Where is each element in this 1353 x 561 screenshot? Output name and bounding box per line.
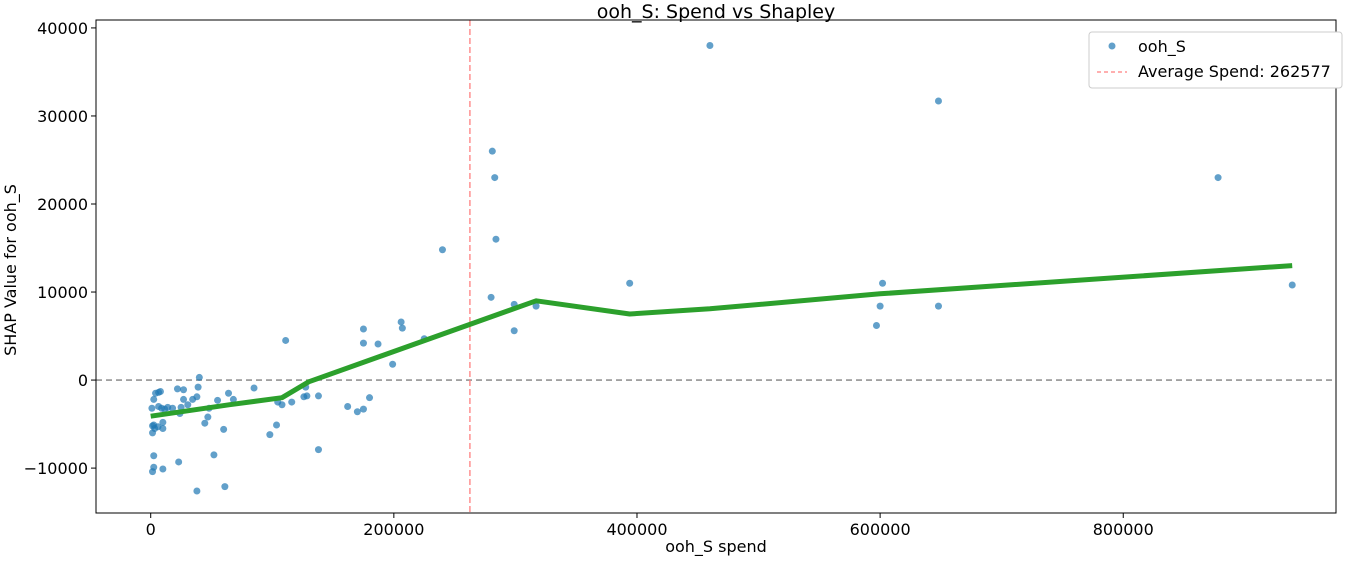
data-point xyxy=(193,393,201,401)
data-point xyxy=(201,419,209,427)
x-tick-label: 600000 xyxy=(850,520,911,539)
data-point xyxy=(389,360,397,368)
data-point xyxy=(359,405,367,413)
data-point xyxy=(1288,281,1296,289)
trend-line xyxy=(150,263,1293,419)
data-point xyxy=(872,321,880,329)
x-tick-label: 0 xyxy=(146,520,156,539)
data-point xyxy=(204,413,212,421)
data-point xyxy=(934,97,942,105)
data-point xyxy=(173,385,181,393)
data-point xyxy=(150,452,158,460)
data-point xyxy=(194,383,202,391)
legend-label-points: ooh_S xyxy=(1138,37,1186,57)
data-point xyxy=(344,402,352,410)
data-point xyxy=(398,324,406,332)
data-point xyxy=(491,174,499,182)
plot-area: 0 200000 400000 600000 800000 −10000 0 10000 200… xyxy=(24,19,1336,539)
data-point xyxy=(169,404,177,412)
y-axis-label: SHAP Value for ooh_S xyxy=(1,184,21,356)
data-point xyxy=(374,340,382,348)
data-point xyxy=(397,318,405,326)
y-tick-label: 0 xyxy=(78,371,88,390)
data-point xyxy=(273,421,281,429)
data-point xyxy=(288,398,296,406)
data-point xyxy=(184,401,192,409)
data-point xyxy=(250,384,258,392)
data-point xyxy=(934,302,942,310)
legend: ooh_S Average Spend: 262577 xyxy=(1088,31,1343,89)
data-point xyxy=(266,431,274,439)
legend-box xyxy=(1088,31,1343,89)
plot-frame xyxy=(95,19,1337,514)
data-point xyxy=(229,395,237,403)
data-point xyxy=(225,389,233,397)
y-tick-label: 20000 xyxy=(37,195,88,214)
y-tick-label: 10000 xyxy=(37,283,88,302)
data-point xyxy=(180,386,188,394)
data-point xyxy=(438,246,446,254)
data-point xyxy=(149,468,157,476)
y-tick-label: −10000 xyxy=(24,459,88,478)
chart-title: ooh_S: Spend vs Shapley xyxy=(597,1,835,23)
data-point xyxy=(150,395,158,403)
data-point xyxy=(314,446,322,454)
data-point xyxy=(156,388,164,396)
legend-point-marker xyxy=(1108,42,1116,50)
data-point xyxy=(876,302,884,310)
data-point xyxy=(487,293,495,301)
data-point xyxy=(148,404,156,412)
x-tick-label: 800000 xyxy=(1093,520,1154,539)
data-point xyxy=(214,396,222,404)
data-point xyxy=(353,408,361,416)
x-tick-label: 200000 xyxy=(363,520,424,539)
data-point xyxy=(149,429,157,437)
data-point xyxy=(180,395,188,403)
data-point xyxy=(359,339,367,347)
data-point xyxy=(492,235,500,243)
data-point xyxy=(303,392,311,400)
data-point xyxy=(488,147,496,155)
data-point xyxy=(175,458,183,466)
data-point xyxy=(220,425,228,433)
data-point xyxy=(706,42,714,50)
x-tick-label: 400000 xyxy=(606,520,667,539)
data-point xyxy=(510,327,518,335)
data-point xyxy=(159,424,167,432)
legend-label-average: Average Spend: 262577 xyxy=(1138,62,1331,81)
data-point xyxy=(159,465,167,473)
data-point xyxy=(282,336,290,344)
y-tick-label: 40000 xyxy=(37,19,88,38)
data-point xyxy=(626,279,634,287)
data-point xyxy=(221,483,229,491)
data-point xyxy=(1214,174,1222,182)
data-point xyxy=(210,451,218,459)
data-point xyxy=(159,418,167,426)
data-point xyxy=(359,325,367,333)
data-point xyxy=(532,302,540,310)
y-tick-label: 30000 xyxy=(37,107,88,126)
data-point xyxy=(366,394,374,402)
data-point xyxy=(278,401,286,409)
x-axis-label: ooh_S spend xyxy=(665,537,767,557)
data-point xyxy=(314,392,322,400)
data-point xyxy=(193,487,201,495)
data-point xyxy=(879,279,887,287)
data-point xyxy=(195,373,203,381)
